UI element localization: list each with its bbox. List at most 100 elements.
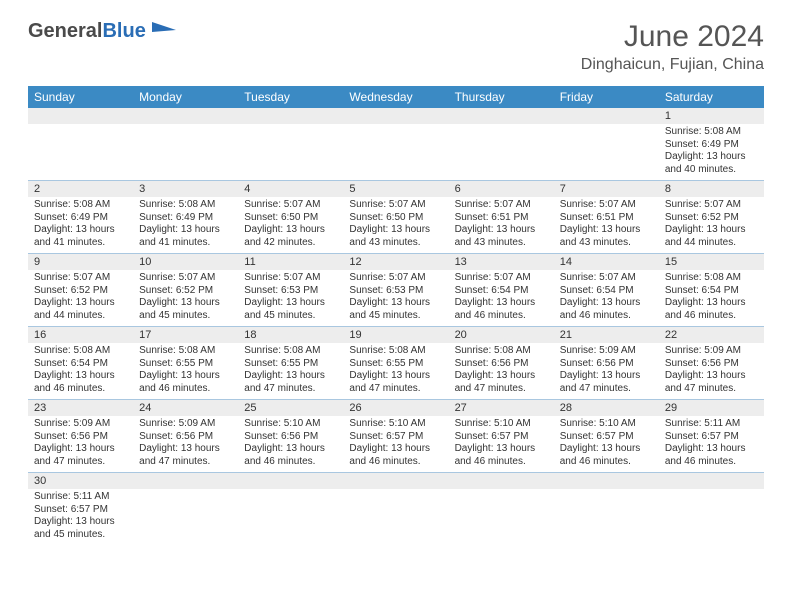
calendar-cell [133,108,238,181]
calendar-cell: 22Sunrise: 5:09 AMSunset: 6:56 PMDayligh… [659,327,764,400]
day-number: 22 [659,327,764,343]
calendar-table: Sunday Monday Tuesday Wednesday Thursday… [28,86,764,545]
calendar-cell: 3Sunrise: 5:08 AMSunset: 6:49 PMDaylight… [133,181,238,254]
day-number: 7 [554,181,659,197]
calendar-cell [449,108,554,181]
calendar-week-row: 23Sunrise: 5:09 AMSunset: 6:56 PMDayligh… [28,400,764,473]
day-number-empty [449,473,554,489]
calendar-cell: 19Sunrise: 5:08 AMSunset: 6:55 PMDayligh… [343,327,448,400]
calendar-cell: 20Sunrise: 5:08 AMSunset: 6:56 PMDayligh… [449,327,554,400]
calendar-cell: 28Sunrise: 5:10 AMSunset: 6:57 PMDayligh… [554,400,659,473]
day-number: 13 [449,254,554,270]
calendar-week-row: 9Sunrise: 5:07 AMSunset: 6:52 PMDaylight… [28,254,764,327]
calendar-cell: 25Sunrise: 5:10 AMSunset: 6:56 PMDayligh… [238,400,343,473]
day-details: Sunrise: 5:09 AMSunset: 6:56 PMDaylight:… [133,416,238,472]
day-number: 27 [449,400,554,416]
day-details: Sunrise: 5:09 AMSunset: 6:56 PMDaylight:… [659,343,764,399]
day-number: 6 [449,181,554,197]
day-details: Sunrise: 5:07 AMSunset: 6:51 PMDaylight:… [554,197,659,253]
calendar-cell: 26Sunrise: 5:10 AMSunset: 6:57 PMDayligh… [343,400,448,473]
calendar-cell: 12Sunrise: 5:07 AMSunset: 6:53 PMDayligh… [343,254,448,327]
calendar-cell: 8Sunrise: 5:07 AMSunset: 6:52 PMDaylight… [659,181,764,254]
day-number: 4 [238,181,343,197]
day-number: 17 [133,327,238,343]
calendar-cell: 11Sunrise: 5:07 AMSunset: 6:53 PMDayligh… [238,254,343,327]
calendar-cell: 17Sunrise: 5:08 AMSunset: 6:55 PMDayligh… [133,327,238,400]
day-details: Sunrise: 5:10 AMSunset: 6:57 PMDaylight:… [449,416,554,472]
day-number-empty [28,108,133,124]
day-details: Sunrise: 5:07 AMSunset: 6:53 PMDaylight:… [343,270,448,326]
calendar-cell [449,473,554,546]
calendar-cell: 29Sunrise: 5:11 AMSunset: 6:57 PMDayligh… [659,400,764,473]
weekday-header: Monday [133,86,238,108]
day-number-empty [133,108,238,124]
calendar-cell: 6Sunrise: 5:07 AMSunset: 6:51 PMDaylight… [449,181,554,254]
day-details: Sunrise: 5:08 AMSunset: 6:55 PMDaylight:… [133,343,238,399]
calendar-cell [133,473,238,546]
weekday-header: Friday [554,86,659,108]
day-number-empty [343,473,448,489]
calendar-cell: 7Sunrise: 5:07 AMSunset: 6:51 PMDaylight… [554,181,659,254]
calendar-cell [238,473,343,546]
day-details: Sunrise: 5:07 AMSunset: 6:51 PMDaylight:… [449,197,554,253]
day-number: 12 [343,254,448,270]
logo-flag-icon [150,20,178,40]
day-details: Sunrise: 5:07 AMSunset: 6:50 PMDaylight:… [238,197,343,253]
calendar-cell: 1Sunrise: 5:08 AMSunset: 6:49 PMDaylight… [659,108,764,181]
day-number: 26 [343,400,448,416]
day-number: 18 [238,327,343,343]
calendar-cell [28,108,133,181]
calendar-cell: 10Sunrise: 5:07 AMSunset: 6:52 PMDayligh… [133,254,238,327]
day-number: 9 [28,254,133,270]
calendar-cell: 24Sunrise: 5:09 AMSunset: 6:56 PMDayligh… [133,400,238,473]
day-number-empty [554,108,659,124]
weekday-header: Tuesday [238,86,343,108]
weekday-header: Saturday [659,86,764,108]
day-number: 5 [343,181,448,197]
header: GeneralBlue June 2024 Dinghaicun, Fujian… [28,20,764,74]
day-details: Sunrise: 5:07 AMSunset: 6:53 PMDaylight:… [238,270,343,326]
day-number: 24 [133,400,238,416]
day-details: Sunrise: 5:08 AMSunset: 6:49 PMDaylight:… [659,124,764,180]
day-details: Sunrise: 5:07 AMSunset: 6:54 PMDaylight:… [449,270,554,326]
day-number: 21 [554,327,659,343]
calendar-cell [343,473,448,546]
day-details: Sunrise: 5:08 AMSunset: 6:55 PMDaylight:… [343,343,448,399]
day-number: 23 [28,400,133,416]
day-number: 29 [659,400,764,416]
day-details: Sunrise: 5:07 AMSunset: 6:50 PMDaylight:… [343,197,448,253]
day-number-empty [659,473,764,489]
day-details: Sunrise: 5:10 AMSunset: 6:56 PMDaylight:… [238,416,343,472]
day-number: 3 [133,181,238,197]
day-number-empty [449,108,554,124]
day-number-empty [238,108,343,124]
day-details: Sunrise: 5:08 AMSunset: 6:55 PMDaylight:… [238,343,343,399]
calendar-week-row: 1Sunrise: 5:08 AMSunset: 6:49 PMDaylight… [28,108,764,181]
calendar-cell: 14Sunrise: 5:07 AMSunset: 6:54 PMDayligh… [554,254,659,327]
day-details: Sunrise: 5:10 AMSunset: 6:57 PMDaylight:… [554,416,659,472]
day-number: 8 [659,181,764,197]
calendar-week-row: 2Sunrise: 5:08 AMSunset: 6:49 PMDaylight… [28,181,764,254]
calendar-cell: 4Sunrise: 5:07 AMSunset: 6:50 PMDaylight… [238,181,343,254]
logo: GeneralBlue [28,20,178,43]
calendar-week-row: 30Sunrise: 5:11 AMSunset: 6:57 PMDayligh… [28,473,764,546]
day-details: Sunrise: 5:07 AMSunset: 6:54 PMDaylight:… [554,270,659,326]
day-number-empty [133,473,238,489]
logo-text-1: General [28,20,102,43]
day-number-empty [343,108,448,124]
calendar-cell [554,473,659,546]
calendar-week-row: 16Sunrise: 5:08 AMSunset: 6:54 PMDayligh… [28,327,764,400]
calendar-cell: 15Sunrise: 5:08 AMSunset: 6:54 PMDayligh… [659,254,764,327]
weekday-header: Wednesday [343,86,448,108]
day-details: Sunrise: 5:11 AMSunset: 6:57 PMDaylight:… [659,416,764,472]
day-number: 10 [133,254,238,270]
day-details: Sunrise: 5:07 AMSunset: 6:52 PMDaylight:… [28,270,133,326]
calendar-cell: 5Sunrise: 5:07 AMSunset: 6:50 PMDaylight… [343,181,448,254]
day-number-empty [554,473,659,489]
day-details: Sunrise: 5:11 AMSunset: 6:57 PMDaylight:… [28,489,133,545]
day-details: Sunrise: 5:09 AMSunset: 6:56 PMDaylight:… [28,416,133,472]
day-number: 19 [343,327,448,343]
calendar-cell [238,108,343,181]
day-details: Sunrise: 5:08 AMSunset: 6:56 PMDaylight:… [449,343,554,399]
calendar-cell [554,108,659,181]
